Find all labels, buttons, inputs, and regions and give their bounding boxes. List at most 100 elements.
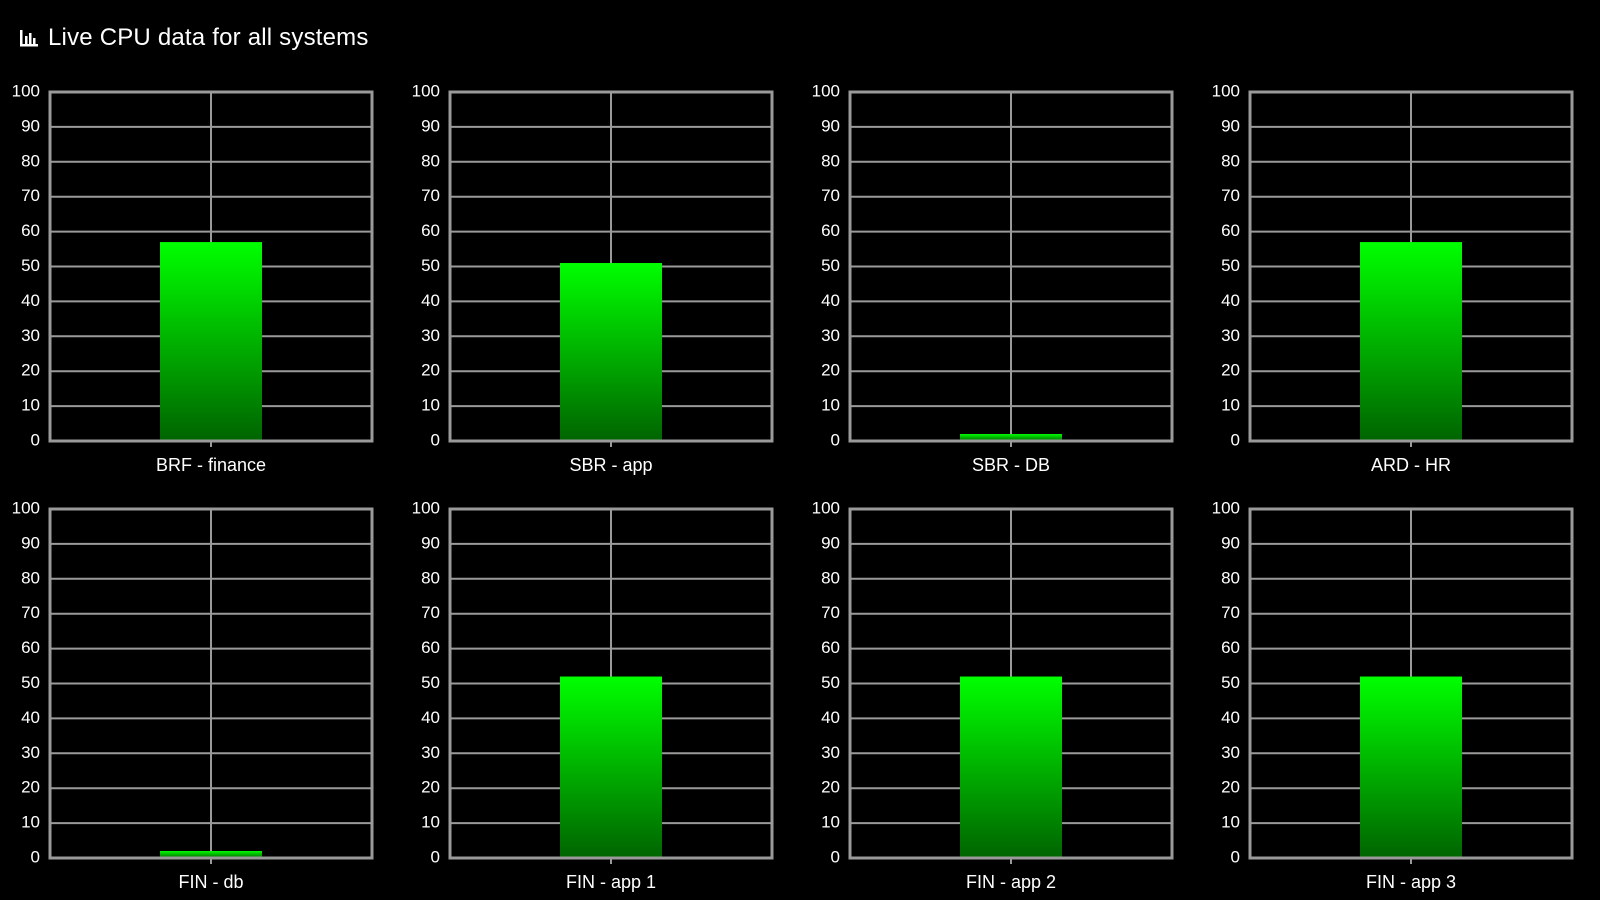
y-tick-label: 100 <box>1212 498 1240 517</box>
y-tick-label: 50 <box>821 673 840 692</box>
y-tick-label: 40 <box>821 291 840 310</box>
y-tick-label: 40 <box>421 708 440 727</box>
cpu-bar <box>1360 242 1462 441</box>
y-tick-label: 40 <box>21 291 40 310</box>
y-tick-label: 10 <box>421 813 440 832</box>
category-label: FIN - app 2 <box>966 872 1056 892</box>
y-tick-label: 0 <box>831 430 840 449</box>
category-label: FIN - app 1 <box>566 872 656 892</box>
y-tick-label: 90 <box>821 116 840 135</box>
y-tick-label: 40 <box>1221 708 1240 727</box>
y-tick-label: 60 <box>21 221 40 240</box>
category-label: SBR - app <box>569 455 652 475</box>
y-tick-label: 90 <box>421 116 440 135</box>
y-tick-label: 20 <box>821 778 840 797</box>
y-tick-label: 70 <box>1221 603 1240 622</box>
y-tick-label: 50 <box>421 673 440 692</box>
y-tick-label: 40 <box>1221 291 1240 310</box>
y-tick-label: 0 <box>31 430 40 449</box>
y-tick-label: 20 <box>21 778 40 797</box>
bar-chart-icon <box>20 30 38 47</box>
y-tick-label: 10 <box>21 813 40 832</box>
y-tick-label: 50 <box>1221 673 1240 692</box>
y-tick-label: 80 <box>821 568 840 587</box>
y-tick-label: 70 <box>1221 186 1240 205</box>
y-tick-label: 10 <box>421 396 440 415</box>
page-header: Live CPU data for all systems <box>18 18 369 58</box>
y-tick-label: 70 <box>821 603 840 622</box>
y-tick-label: 40 <box>821 708 840 727</box>
y-tick-label: 80 <box>21 151 40 170</box>
y-tick-label: 40 <box>21 708 40 727</box>
y-tick-label: 70 <box>421 603 440 622</box>
y-tick-label: 60 <box>1221 638 1240 657</box>
y-tick-label: 30 <box>821 326 840 345</box>
y-tick-label: 80 <box>821 151 840 170</box>
y-tick-label: 40 <box>421 291 440 310</box>
y-tick-label: 20 <box>421 778 440 797</box>
cpu-chart: 0 10 20 30 40 50 60 70 80 90 100 ARD - HR <box>1212 81 1574 475</box>
y-tick-label: 50 <box>21 673 40 692</box>
category-label: BRF - finance <box>156 455 266 475</box>
y-tick-label: 50 <box>421 256 440 275</box>
category-label: FIN - db <box>178 872 243 892</box>
y-tick-label: 90 <box>1221 533 1240 552</box>
y-tick-label: 20 <box>421 361 440 380</box>
cpu-bar <box>160 242 262 441</box>
y-tick-label: 30 <box>821 743 840 762</box>
plot-frame <box>448 90 774 443</box>
y-tick-label: 100 <box>812 81 840 100</box>
y-tick-label: 0 <box>431 430 440 449</box>
y-tick-label: 60 <box>821 221 840 240</box>
y-tick-label: 90 <box>821 533 840 552</box>
y-tick-label: 30 <box>21 326 40 345</box>
y-tick-label: 30 <box>1221 743 1240 762</box>
y-tick-label: 50 <box>1221 256 1240 275</box>
plot-frame <box>48 507 374 860</box>
y-tick-label: 70 <box>21 603 40 622</box>
y-tick-label: 90 <box>21 116 40 135</box>
y-tick-label: 60 <box>1221 221 1240 240</box>
category-label: SBR - DB <box>972 455 1050 475</box>
y-tick-label: 100 <box>412 81 440 100</box>
page-title: Live CPU data for all systems <box>48 24 369 51</box>
y-tick-label: 30 <box>421 743 440 762</box>
y-tick-label: 20 <box>821 361 840 380</box>
plot-frame <box>848 90 1174 443</box>
cpu-bar <box>560 263 662 441</box>
cpu-chart: 0 10 20 30 40 50 60 70 80 90 100 FIN - app 3 <box>1212 498 1574 892</box>
plot-frame <box>448 507 774 860</box>
y-tick-label: 20 <box>1221 778 1240 797</box>
y-tick-label: 70 <box>21 186 40 205</box>
y-tick-label: 80 <box>421 151 440 170</box>
y-tick-label: 60 <box>421 221 440 240</box>
y-tick-label: 0 <box>1231 430 1240 449</box>
y-tick-label: 0 <box>831 847 840 866</box>
y-tick-label: 60 <box>821 638 840 657</box>
y-tick-label: 90 <box>1221 116 1240 135</box>
cpu-bar <box>960 434 1062 441</box>
y-tick-label: 30 <box>421 326 440 345</box>
y-tick-label: 90 <box>421 533 440 552</box>
y-tick-label: 50 <box>821 256 840 275</box>
cpu-bar <box>960 676 1062 858</box>
y-tick-label: 20 <box>1221 361 1240 380</box>
cpu-bar <box>1360 676 1462 858</box>
y-tick-label: 100 <box>812 498 840 517</box>
cpu-chart: 0 10 20 30 40 50 60 70 80 90 100 FIN - db <box>12 498 374 892</box>
y-tick-label: 100 <box>412 498 440 517</box>
y-tick-label: 60 <box>421 638 440 657</box>
cpu-bar <box>160 851 262 858</box>
category-label: ARD - HR <box>1371 455 1451 475</box>
y-tick-label: 10 <box>21 396 40 415</box>
y-tick-label: 80 <box>1221 151 1240 170</box>
y-tick-label: 10 <box>821 813 840 832</box>
y-tick-label: 0 <box>31 847 40 866</box>
y-tick-label: 100 <box>1212 81 1240 100</box>
y-tick-label: 30 <box>21 743 40 762</box>
y-tick-label: 80 <box>421 568 440 587</box>
y-tick-label: 100 <box>12 498 40 517</box>
category-label: FIN - app 3 <box>1366 872 1456 892</box>
